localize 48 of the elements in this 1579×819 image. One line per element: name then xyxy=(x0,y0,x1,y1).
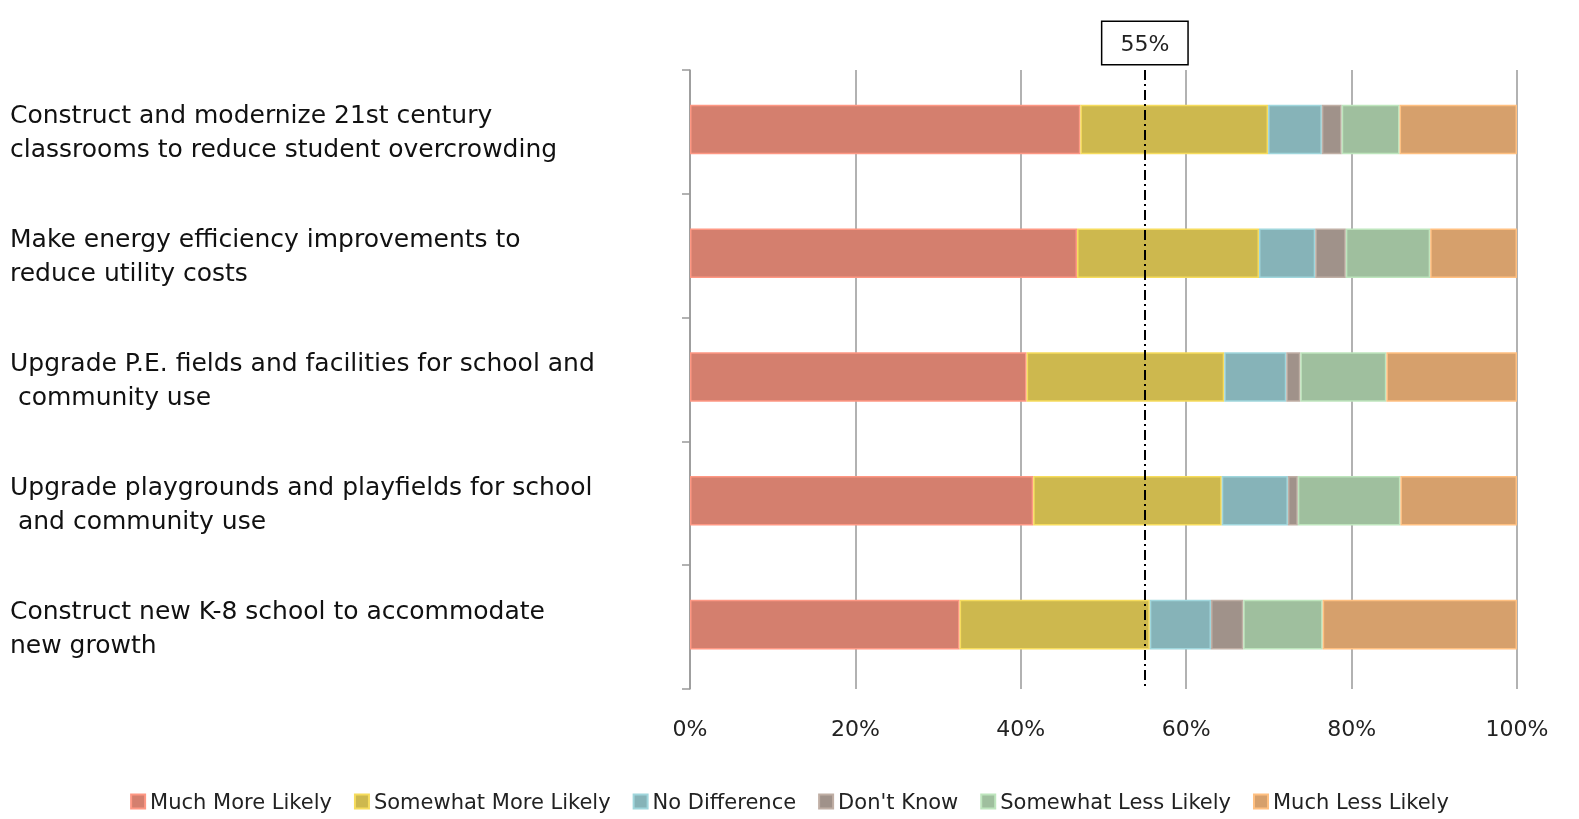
bar xyxy=(690,228,1078,278)
y-tick-label: Upgrade playgrounds and playfields for school and community use xyxy=(10,471,593,535)
bar xyxy=(1315,228,1346,278)
bar xyxy=(959,599,1150,650)
bar xyxy=(1400,476,1517,526)
legend-label: Somewhat Less Likely xyxy=(1000,789,1231,814)
bar xyxy=(1224,352,1287,402)
bar xyxy=(1077,228,1259,278)
bar xyxy=(1345,228,1431,278)
bar xyxy=(1211,599,1244,650)
bar xyxy=(1243,599,1323,650)
bar xyxy=(1399,104,1517,155)
bar xyxy=(690,599,960,650)
x-tick-label: 40% xyxy=(996,715,1046,741)
bar xyxy=(1300,352,1387,402)
bar xyxy=(1386,352,1517,402)
legend-label: Much Less Likely xyxy=(1272,789,1449,814)
bar xyxy=(1286,352,1301,402)
x-tick-label: 100% xyxy=(1485,715,1549,741)
bar xyxy=(1322,599,1517,650)
bar xyxy=(1297,476,1401,526)
x-tick-label: 20% xyxy=(830,715,880,741)
legend-label: Much More Likely xyxy=(150,789,332,814)
bar xyxy=(1149,599,1212,650)
bar xyxy=(1033,476,1222,526)
legend-label: No Difference xyxy=(652,789,797,814)
bar xyxy=(1287,476,1298,526)
bar xyxy=(1080,104,1269,155)
bar xyxy=(690,476,1034,526)
bar xyxy=(1430,228,1517,278)
x-tick-label: 60% xyxy=(1161,715,1211,741)
bar xyxy=(690,352,1027,402)
x-tick-label: 80% xyxy=(1327,715,1377,741)
bar xyxy=(1341,104,1400,155)
bar xyxy=(1221,476,1288,526)
bar xyxy=(690,104,1081,155)
x-tick-label: 0% xyxy=(672,715,708,741)
bar xyxy=(1268,104,1322,155)
ref-line-label: 55% xyxy=(1120,30,1170,56)
y-tick-label: Make energy efficiency improvements to reduce utility costs xyxy=(10,224,529,288)
y-tick-label: Upgrade P.E. fields and facilities for school and community use xyxy=(10,348,595,411)
y-tick-label: Construct and modernize 21st century classrooms to reduce student overcrowding xyxy=(10,100,558,164)
bar xyxy=(1321,104,1342,155)
bar xyxy=(1258,228,1316,278)
legend-label: Don't Know xyxy=(838,789,959,814)
legend-label: Somewhat More Likely xyxy=(373,789,611,814)
y-tick-label: Construct new K-8 school to accommodate new growth xyxy=(10,595,553,659)
bar xyxy=(1026,352,1225,402)
